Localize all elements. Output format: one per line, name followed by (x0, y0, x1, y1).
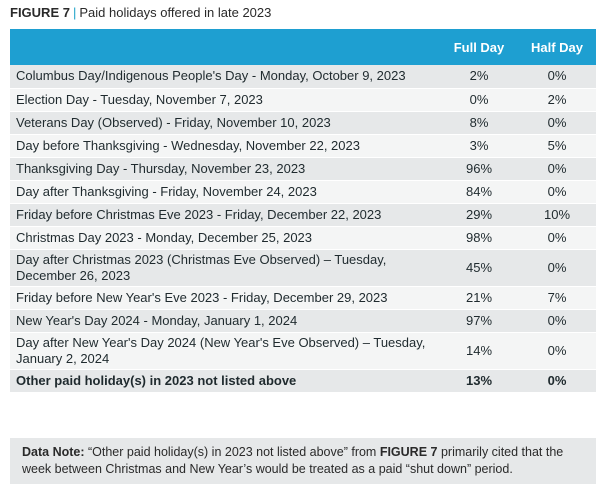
half-day-cell: 2% (518, 88, 596, 112)
full-day-cell: 8% (440, 111, 518, 135)
data-note: Data Note: “Other paid holiday(s) in 202… (10, 438, 596, 484)
full-day-cell: 2% (440, 65, 518, 89)
half-day-cell: 0% (518, 226, 596, 250)
full-day-cell: 14% (440, 332, 518, 370)
holiday-cell: Thanksgiving Day - Thursday, November 23… (10, 157, 440, 181)
table-row: Thanksgiving Day - Thursday, November 23… (10, 157, 596, 181)
table-row: Election Day - Tuesday, November 7, 2023… (10, 88, 596, 112)
table-row: Day after New Year's Day 2024 (New Year'… (10, 332, 596, 370)
holiday-cell: Election Day - Tuesday, November 7, 2023 (10, 88, 440, 112)
table-header-row: Full Day Half Day (10, 29, 596, 65)
data-note-text-1: “Other paid holiday(s) in 2023 not liste… (88, 445, 377, 459)
table-row: Day after Thanksgiving - Friday, Novembe… (10, 180, 596, 204)
title-separator: | (72, 5, 77, 20)
full-day-cell: 3% (440, 134, 518, 158)
half-day-cell: 0% (518, 180, 596, 204)
holiday-cell: Christmas Day 2023 - Monday, December 25… (10, 226, 440, 250)
half-day-cell: 0% (518, 65, 596, 89)
figure-label: FIGURE 7 (10, 5, 70, 20)
holiday-cell: Columbus Day/Indigenous People's Day - M… (10, 65, 440, 89)
table-row: Veterans Day (Observed) - Friday, Novemb… (10, 111, 596, 135)
half-day-cell: 5% (518, 134, 596, 158)
full-day-cell: 29% (440, 203, 518, 227)
data-note-text-2: primarily cited that the week between Ch… (22, 445, 564, 476)
holiday-cell: Day after New Year's Day 2024 (New Year'… (10, 332, 440, 370)
table-row: Columbus Day/Indigenous People's Day - M… (10, 65, 596, 89)
header-full-day: Full Day (453, 39, 505, 55)
half-day-cell: 0% (518, 369, 596, 393)
half-day-cell: 0% (518, 157, 596, 181)
table-row: Day after Christmas 2023 (Christmas Eve … (10, 249, 596, 287)
table-row: Friday before New Year's Eve 2023 - Frid… (10, 286, 596, 310)
holiday-cell: Friday before Christmas Eve 2023 - Frida… (10, 203, 440, 227)
full-day-cell: 96% (440, 157, 518, 181)
half-day-cell: 7% (518, 286, 596, 310)
full-day-cell: 97% (440, 309, 518, 333)
table-row: Christmas Day 2023 - Monday, December 25… (10, 226, 596, 250)
holiday-cell: Other paid holiday(s) in 2023 not listed… (10, 369, 440, 393)
half-day-cell: 0% (518, 332, 596, 370)
holiday-cell: Day before Thanksgiving - Wednesday, Nov… (10, 134, 440, 158)
data-note-figure-ref: FIGURE 7 (379, 445, 438, 459)
table-row-total: Other paid holiday(s) in 2023 not listed… (10, 369, 596, 393)
holiday-cell: Day after Christmas 2023 (Christmas Eve … (10, 249, 440, 287)
figure-caption: Paid holidays offered in late 2023 (79, 5, 272, 20)
half-day-cell: 0% (518, 111, 596, 135)
full-day-cell: 84% (440, 180, 518, 204)
full-day-cell: 13% (440, 369, 518, 393)
holiday-cell: New Year's Day 2024 - Monday, January 1,… (10, 309, 440, 333)
holiday-cell: Day after Thanksgiving - Friday, Novembe… (10, 180, 440, 204)
full-day-cell: 21% (440, 286, 518, 310)
figure-title: FIGURE 7 | Paid holidays offered in late 2… (10, 5, 271, 20)
holiday-cell: Veterans Day (Observed) - Friday, Novemb… (10, 111, 440, 135)
full-day-cell: 45% (440, 249, 518, 287)
header-half-day: Half Day (530, 39, 584, 55)
half-day-cell: 0% (518, 309, 596, 333)
header-holiday (10, 29, 440, 65)
holiday-cell: Friday before New Year's Eve 2023 - Frid… (10, 286, 440, 310)
half-day-cell: 10% (518, 203, 596, 227)
data-note-label: Data Note: (22, 445, 85, 459)
full-day-cell: 98% (440, 226, 518, 250)
half-day-cell: 0% (518, 249, 596, 287)
holiday-table: Full Day Half Day Columbus Day/Indigenou… (10, 29, 596, 393)
table-row: Friday before Christmas Eve 2023 - Frida… (10, 203, 596, 227)
table-row: New Year's Day 2024 - Monday, January 1,… (10, 309, 596, 333)
table-row: Day before Thanksgiving - Wednesday, Nov… (10, 134, 596, 158)
full-day-cell: 0% (440, 88, 518, 112)
